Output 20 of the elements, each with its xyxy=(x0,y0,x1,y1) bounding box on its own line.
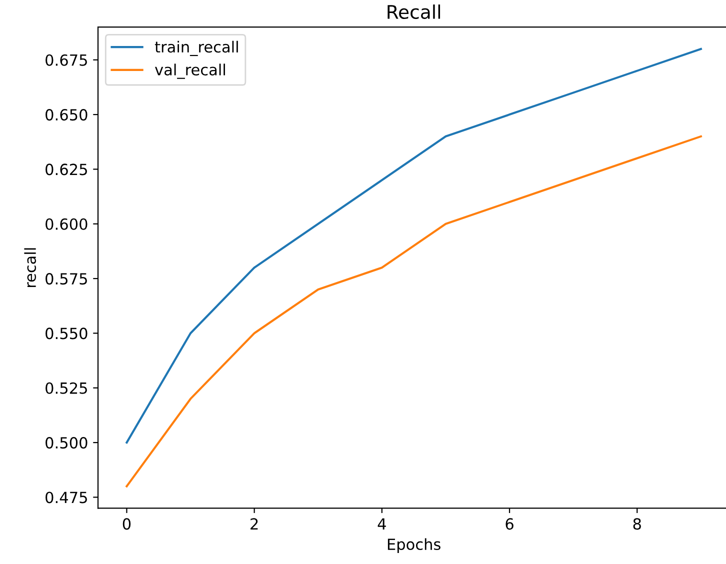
y-axis-title: recall xyxy=(24,248,36,288)
chart-title: Recall xyxy=(388,4,440,20)
y-tick-label: 0.600 xyxy=(46,218,88,230)
x-tick-label: 0 xyxy=(122,518,131,530)
x-tick-label: 6 xyxy=(506,518,514,530)
y-tick-label: 0.525 xyxy=(46,382,87,394)
x-axis-title: Epochs xyxy=(388,538,440,554)
legend-label: val_recall xyxy=(154,64,225,79)
legend-label: train_recall xyxy=(154,40,238,56)
x-tick-label: 4 xyxy=(378,518,386,530)
x-tick-label: 8 xyxy=(633,518,641,530)
y-tick-label: 0.475 xyxy=(46,492,87,504)
y-tick-label: 0.675 xyxy=(46,54,87,66)
line-series xyxy=(126,135,702,488)
y-tick-label: 0.650 xyxy=(46,109,88,121)
y-tick-label: 0.625 xyxy=(46,164,87,176)
y-tick-label: 0.550 xyxy=(46,328,88,340)
x-tick-label: 2 xyxy=(250,518,258,530)
y-tick-label: 0.575 xyxy=(46,273,87,285)
y-tick-label: 0.500 xyxy=(46,437,88,449)
